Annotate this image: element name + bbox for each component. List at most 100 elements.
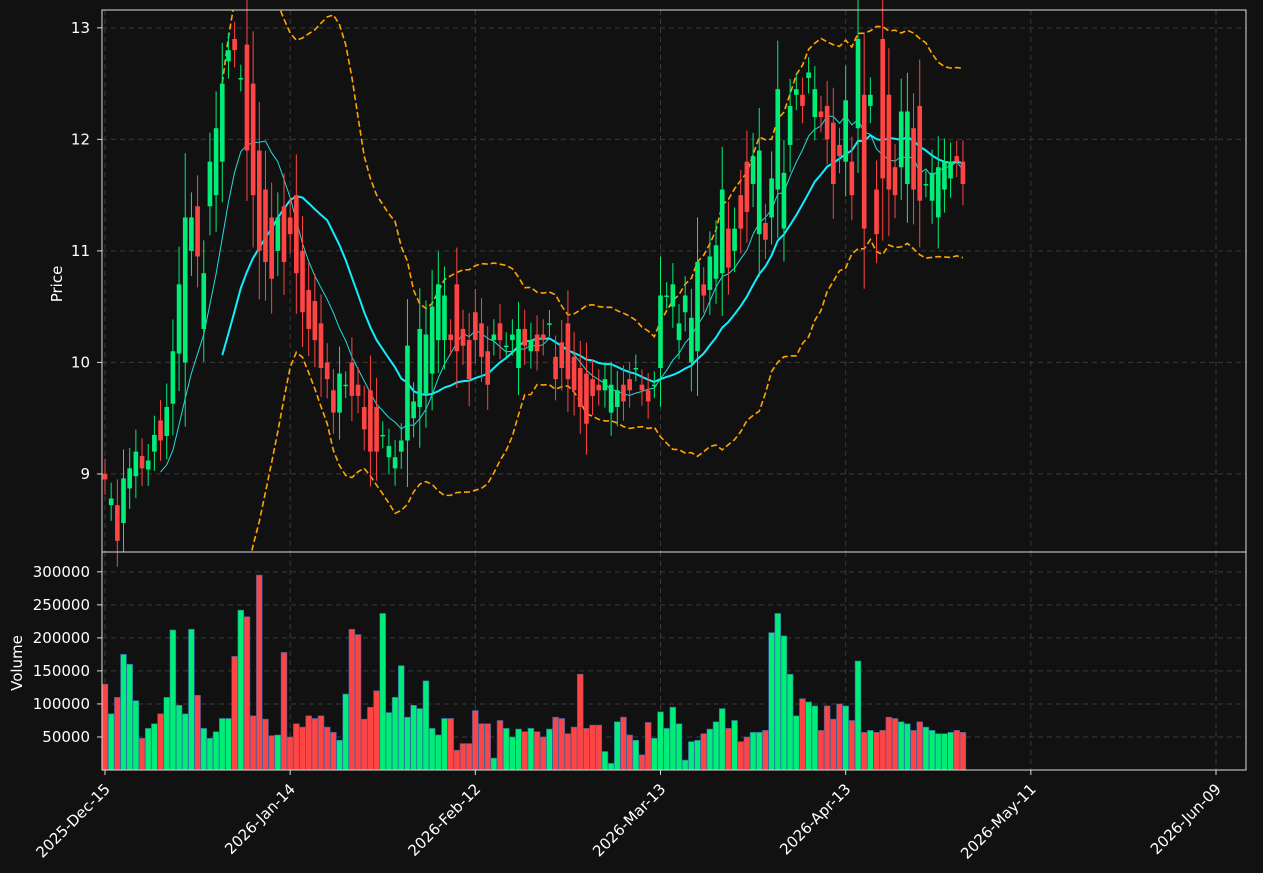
volume-tick-label: 300000 [33, 563, 90, 581]
candle-body [831, 122, 836, 184]
candle-body [349, 362, 355, 396]
volume-bar [595, 724, 603, 771]
candle-body [756, 150, 762, 235]
candle-body [917, 105, 923, 201]
candle-body [312, 301, 318, 341]
candle-body [238, 78, 244, 80]
volume-bar [916, 721, 923, 771]
price-panel-frame [101, 9, 1247, 553]
volume-bar [904, 723, 911, 771]
candle-body [318, 323, 324, 368]
volume-bar [854, 660, 862, 771]
volume-tick-label: 250000 [33, 596, 90, 614]
candle-body [331, 390, 336, 413]
candle-body [911, 128, 916, 190]
candle-body [497, 323, 503, 341]
candle-body [880, 38, 886, 179]
candle-body [170, 351, 176, 404]
candle-body [923, 183, 929, 186]
volume-panel-frame [101, 551, 1247, 771]
candle-body [145, 460, 151, 470]
volume-bar [367, 706, 374, 771]
candle-body [627, 379, 632, 391]
volume-tick-label: 150000 [33, 662, 90, 680]
candle-body [485, 351, 490, 385]
price-tick-label: 13 [71, 19, 90, 37]
candle-body [300, 250, 305, 313]
candle-body [861, 94, 867, 229]
volume-bar [496, 720, 504, 771]
volume-bar [577, 673, 584, 771]
candle-body [800, 94, 805, 106]
candle-body [781, 172, 787, 229]
volume-bar [311, 718, 319, 771]
volume-bar [539, 736, 547, 771]
candle-body [423, 334, 429, 394]
candle-body [824, 105, 830, 140]
volume-bar [706, 728, 714, 771]
candle-body [392, 457, 398, 469]
candle-body [460, 328, 466, 346]
volume-bar [465, 743, 473, 771]
x-tick-label: 2026-Apr-13 [776, 780, 854, 858]
volume-bar [274, 734, 282, 771]
volume-bar [182, 713, 189, 771]
candle-body [435, 284, 441, 341]
candle-body [213, 128, 219, 196]
volume-bar [361, 718, 368, 771]
candle-body [232, 38, 237, 51]
volume-bar [317, 715, 325, 771]
candle-body [590, 379, 595, 396]
candle-body [429, 306, 435, 374]
candle-body [182, 217, 188, 363]
volume-bar [953, 730, 960, 771]
candle-body [152, 434, 157, 452]
candle-body [571, 356, 577, 391]
volume-bar [348, 628, 356, 771]
candle-body [843, 100, 848, 162]
volume-bar [638, 754, 646, 771]
volume-bar [681, 759, 689, 771]
volume-bar [144, 728, 152, 771]
volume-bar [163, 697, 170, 771]
candle-body [645, 390, 651, 402]
volume-bar [249, 715, 257, 771]
volume-bar [842, 705, 849, 771]
candle-body [898, 111, 904, 168]
candle-body [639, 384, 645, 391]
candle-body [682, 295, 688, 313]
volume-bar [817, 730, 825, 771]
candle-body [577, 367, 583, 408]
candle-body [701, 284, 707, 296]
volume-bar [323, 726, 331, 771]
volume-bar [879, 730, 886, 771]
volume-bar [521, 731, 528, 771]
candle-body [281, 206, 287, 263]
candle-body [473, 312, 478, 341]
volume-bar [583, 728, 590, 771]
candle-body [510, 334, 515, 341]
candle-body [294, 195, 299, 274]
candle-body [250, 83, 256, 196]
candle-body [528, 340, 534, 352]
volume-bar [509, 736, 516, 771]
volume-bar [873, 732, 880, 771]
volume-bar [675, 723, 683, 771]
volume-bar [700, 733, 707, 771]
candle-body [479, 323, 484, 357]
candle-body [411, 401, 416, 419]
volume-bar [138, 737, 146, 771]
candle-body [602, 379, 608, 391]
volume-bar [749, 732, 757, 771]
price-tick-label: 12 [71, 130, 90, 148]
candle-body [732, 228, 737, 251]
candle-body [226, 50, 231, 62]
candle-body [547, 323, 552, 325]
volume-bar [225, 718, 232, 771]
candle-body [374, 407, 379, 452]
volume-bar [891, 718, 899, 771]
volume-axis-label: Volume [8, 635, 26, 691]
volume-bar [132, 700, 140, 771]
candle-body [608, 384, 614, 413]
